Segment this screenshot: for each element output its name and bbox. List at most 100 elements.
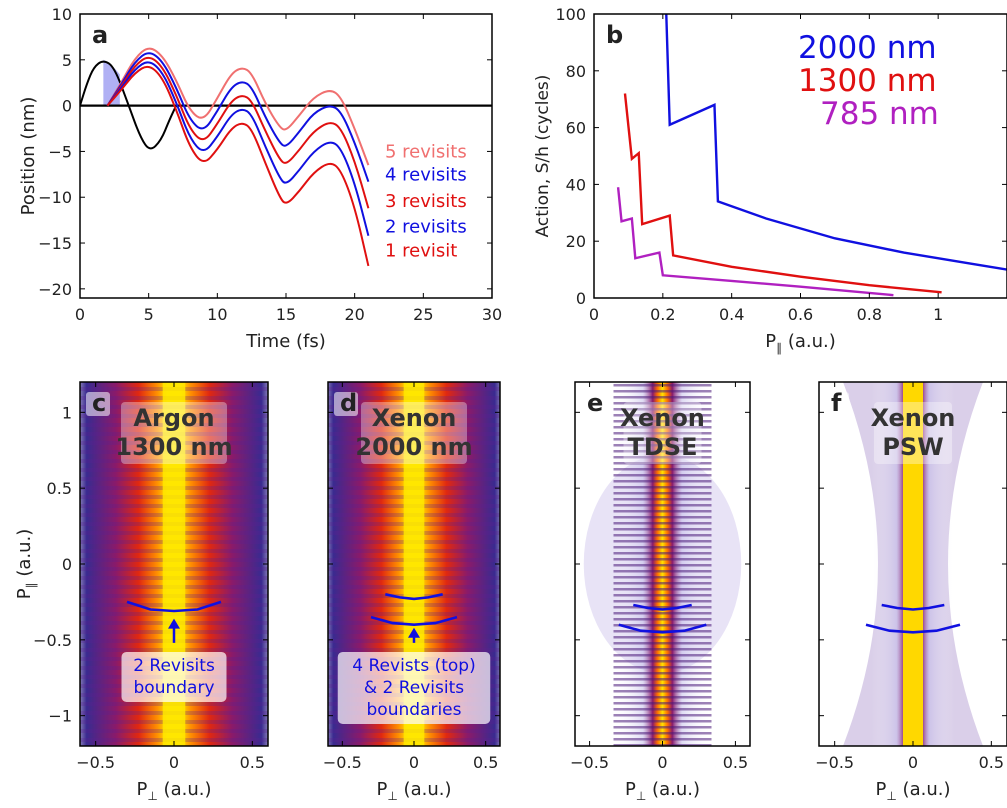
x-axis-label: P⊥ (a.u.) <box>377 779 452 803</box>
x-tick-label: 0 <box>409 753 419 772</box>
panel-title: 1300 nm <box>115 433 232 461</box>
x-tick-label: 0 <box>589 305 599 324</box>
title-box <box>874 402 952 464</box>
panel-label: b <box>606 21 623 49</box>
y-tick-label: 0 <box>62 555 72 574</box>
series-label: 5 revisits <box>385 141 467 162</box>
y-tick-label: 80 <box>566 62 586 81</box>
x-axis-label: P∥ (a.u.) <box>765 331 836 355</box>
plot-area-e <box>575 382 750 746</box>
plot-area-b <box>616 14 1007 297</box>
series-label: 2 revisits <box>385 217 467 238</box>
y-tick-label: 0 <box>576 289 586 308</box>
panel-label-box <box>581 392 605 416</box>
series-line <box>623 93 942 294</box>
annotation-box <box>337 651 491 724</box>
legend-entry: 1300 nm <box>798 63 937 99</box>
panel-label-box <box>334 392 358 416</box>
x-tick-label: 0.5 <box>473 753 498 772</box>
annotation-text: & 2 Revisits <box>364 678 464 698</box>
y-tick-label: −15 <box>38 234 72 253</box>
series-label: 4 revisits <box>385 164 467 185</box>
panel-label: e <box>587 389 603 417</box>
x-tick-label: −0.5 <box>76 753 115 772</box>
boundary-line <box>126 600 222 613</box>
panel-d: 4 Revists (top)& 2 RevisitsboundariesXen… <box>323 381 501 803</box>
boundary-line <box>618 623 707 634</box>
y-tick-label: −0.5 <box>33 631 72 650</box>
y-tick-label: 60 <box>566 119 586 138</box>
legend-entry: 2000 nm <box>798 30 937 66</box>
y-tick-label: 40 <box>566 175 586 194</box>
y-axis-label: Position (nm) <box>18 97 39 216</box>
y-tick-label: −1 <box>48 707 72 726</box>
y-tick-label: −20 <box>38 280 72 299</box>
y-tick-label: 1 <box>62 403 72 422</box>
y-axis-label: P∥ (a.u.) <box>14 529 38 600</box>
x-tick-label: 0.2 <box>650 305 675 324</box>
series-line <box>616 187 894 297</box>
panel-title: PSW <box>882 433 943 461</box>
panel-title: 2000 nm <box>355 433 472 461</box>
x-tick-label: −0.5 <box>570 753 609 772</box>
y-tick-label: 100 <box>555 5 586 24</box>
x-tick-label: 0 <box>657 753 667 772</box>
x-tick-label: 0.5 <box>979 753 1004 772</box>
y-tick-label: 0 <box>62 97 72 116</box>
x-tick-label: −0.5 <box>815 753 854 772</box>
x-tick-label: 20 <box>344 305 364 324</box>
boundary-line <box>385 593 443 601</box>
panel-title: Xenon <box>871 404 956 432</box>
panel-label: f <box>831 389 842 417</box>
title-box <box>361 402 467 464</box>
arrow-head <box>168 618 180 629</box>
panel-title: Argon <box>133 404 214 432</box>
panel-label: a <box>92 21 108 49</box>
x-tick-label: 10 <box>207 305 227 324</box>
x-tick-label: 0.5 <box>240 753 265 772</box>
title-box <box>623 402 702 464</box>
boundary-line <box>633 603 692 611</box>
plot-area-f <box>819 382 1007 746</box>
panel-label-box <box>825 392 849 416</box>
heatmap-core <box>903 382 923 746</box>
x-tick-label: 25 <box>413 305 433 324</box>
x-tick-label: 1 <box>933 305 943 324</box>
annotation-text: boundary <box>134 678 215 698</box>
x-tick-label: 0 <box>75 305 85 324</box>
series-line <box>106 47 370 166</box>
series-line <box>106 61 370 236</box>
boundary-line <box>370 615 458 627</box>
x-tick-label: −0.5 <box>323 753 362 772</box>
arrow-head <box>408 627 420 638</box>
annotation-text: 2 Revisits <box>133 656 215 676</box>
y-tick-label: 5 <box>62 51 72 70</box>
series-line <box>106 65 370 267</box>
x-tick-label: 0 <box>908 753 918 772</box>
x-tick-label: 0.6 <box>788 305 813 324</box>
series-label: 1 revisit <box>385 240 457 261</box>
heatmap-fringes <box>613 382 712 746</box>
panel-label: c <box>92 389 106 417</box>
x-axis-label: Time (fs) <box>245 331 326 352</box>
legend-entry: 785 nm <box>820 96 939 132</box>
boundary-line <box>881 603 945 611</box>
x-tick-label: 5 <box>144 305 154 324</box>
y-tick-label: −10 <box>38 188 72 207</box>
x-tick-label: 0.8 <box>857 305 882 324</box>
y-axis-label: Action, S/h (cycles) <box>533 75 553 238</box>
annotation-box <box>121 651 227 702</box>
x-tick-label: 15 <box>276 305 296 324</box>
panel-title: TDSE <box>628 433 698 461</box>
annotation-text: boundaries <box>367 700 462 720</box>
y-tick-label: 0.5 <box>47 479 72 498</box>
x-axis-label: P⊥ (a.u.) <box>137 779 212 803</box>
x-tick-label: 30 <box>482 305 502 324</box>
panel-title: Xenon <box>620 404 705 432</box>
y-tick-label: 10 <box>52 5 72 24</box>
